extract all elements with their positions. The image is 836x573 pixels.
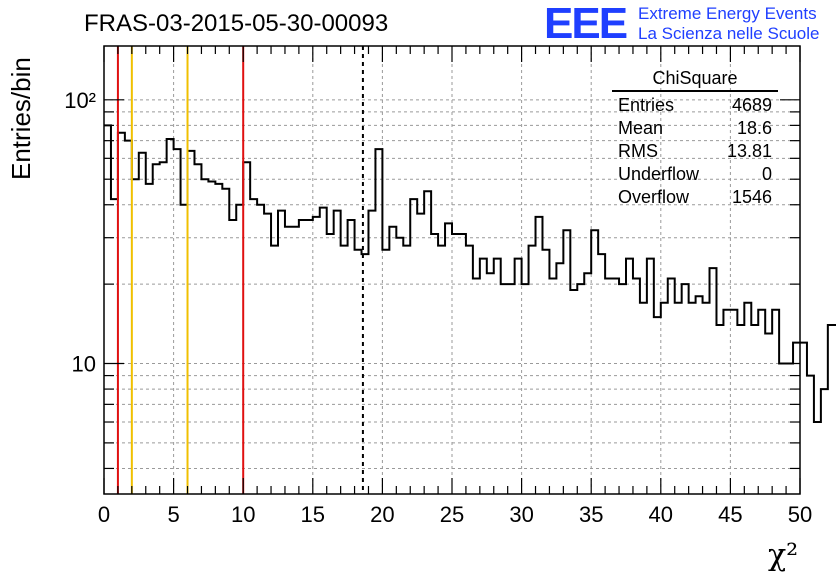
x-tick-label: 25 <box>440 502 464 527</box>
y-axis-label: Entries/bin <box>6 57 36 180</box>
stats-row-entries: Entries 4689 <box>612 94 778 117</box>
stats-title: ChiSquare <box>652 68 738 88</box>
x-tick-label: 5 <box>167 502 179 527</box>
stats-value: 18.6 <box>736 118 772 138</box>
y-tick-label: 10 <box>72 352 96 377</box>
stats-label: Entries <box>618 95 675 115</box>
stats-value: 1546 <box>731 187 772 207</box>
stats-row-overflow: Overflow 1546 <box>612 186 778 209</box>
stats-row-mean: Mean 18.6 <box>612 117 778 140</box>
stats-label: Underflow <box>618 164 700 184</box>
x-tick-label: 15 <box>301 502 325 527</box>
logo-line-1: Extreme Energy Events <box>638 4 817 23</box>
x-tick-label: 45 <box>718 502 742 527</box>
stats-value: 0 <box>761 164 772 184</box>
x-tick-label: 10 <box>231 502 255 527</box>
y-tick-label: 10² <box>64 88 96 113</box>
stats-label: RMS <box>618 141 658 161</box>
x-tick-label: 30 <box>509 502 533 527</box>
logo-line-2: La Scienza nelle Scuole <box>638 24 820 43</box>
histogram-series <box>104 124 836 424</box>
x-tick-label: 20 <box>370 502 394 527</box>
stats-label: Mean <box>618 118 664 138</box>
stats-row-rms: RMS 13.81 <box>612 140 778 163</box>
x-tick-label: 0 <box>98 502 110 527</box>
stats-label: Overflow <box>618 187 690 207</box>
x-axis-label: χ² <box>768 538 799 573</box>
stats-divider <box>612 90 778 92</box>
stats-value: 4689 <box>731 95 772 115</box>
x-tick-label: 40 <box>649 502 673 527</box>
stats-value: 13.81 <box>726 141 772 161</box>
stats-box: ChiSquare Entries 4689 Mean 18.6 RMS 13.… <box>612 66 778 209</box>
eee-logo: EEE <box>544 0 628 48</box>
x-tick-label: 50 <box>788 502 812 527</box>
stats-row-underflow: Underflow 0 <box>612 163 778 186</box>
chart-title: FRAS-03-2015-05-30-00093 <box>84 10 389 37</box>
x-tick-label: 35 <box>579 502 603 527</box>
